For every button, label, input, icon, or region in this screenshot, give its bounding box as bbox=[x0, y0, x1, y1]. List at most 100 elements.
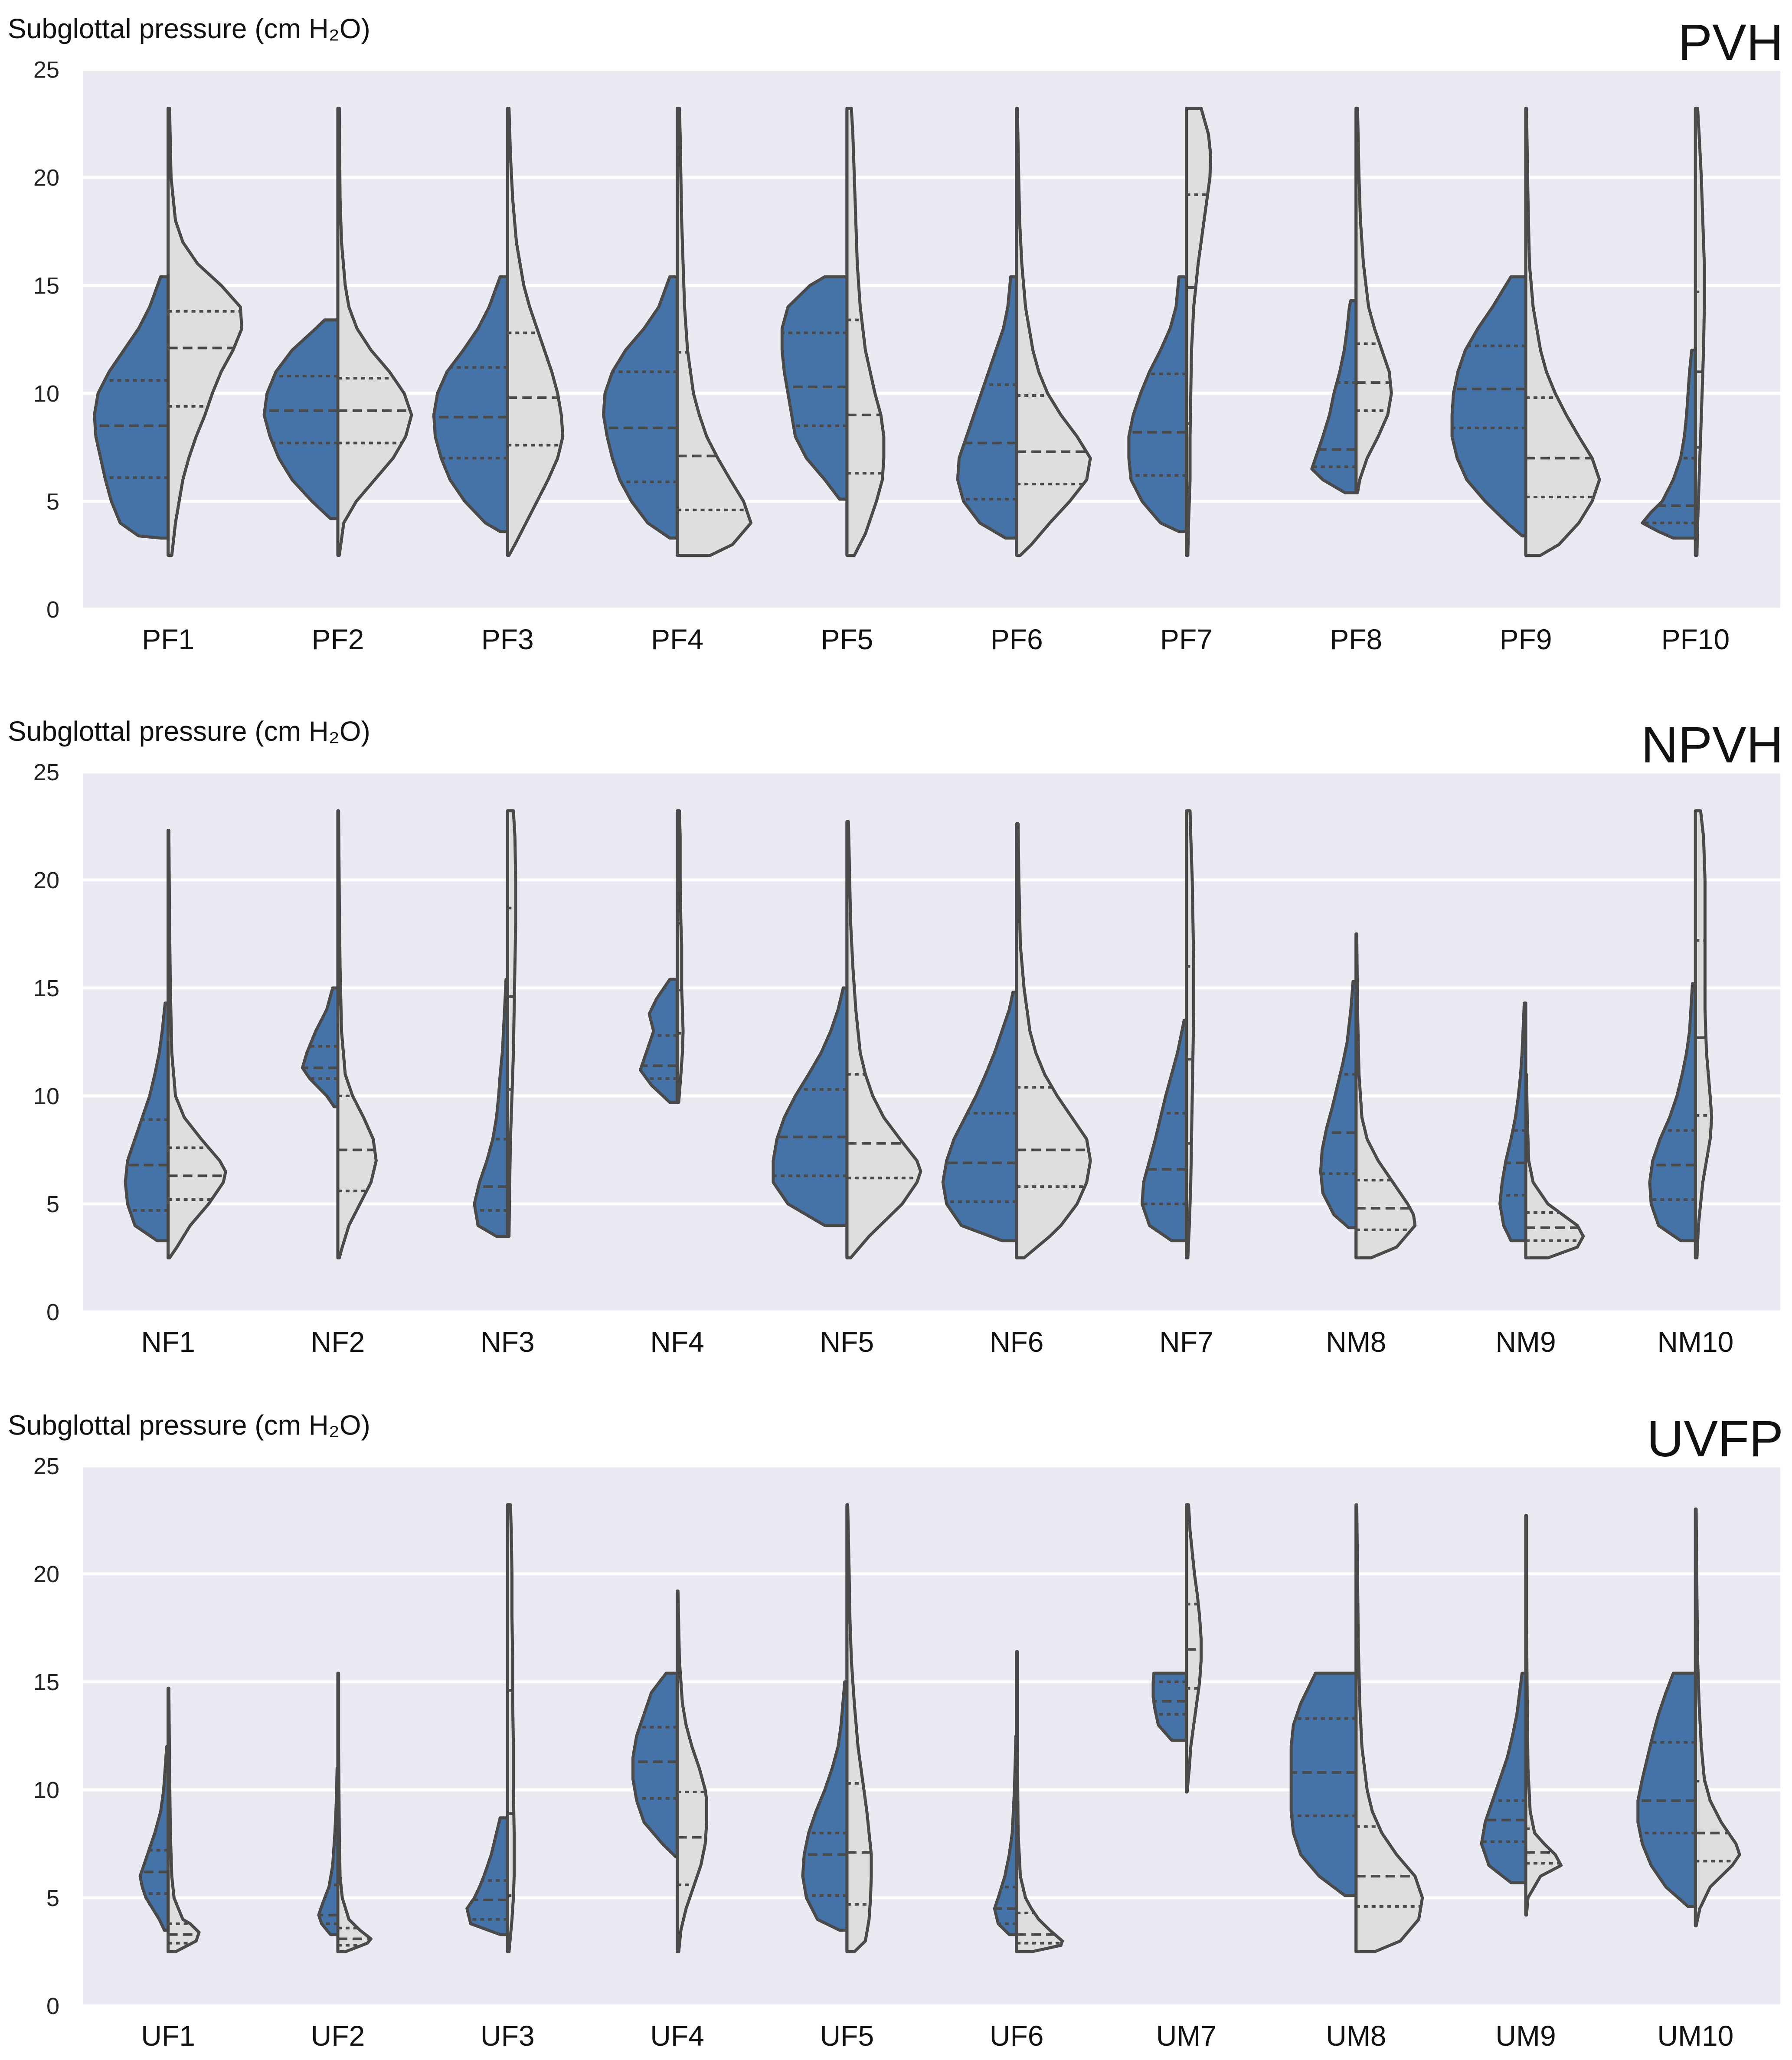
plot-area bbox=[83, 772, 1780, 1312]
violin-half-left bbox=[639, 978, 679, 1104]
violin-half-left bbox=[1289, 1671, 1358, 1897]
group-title: NPVH bbox=[1641, 716, 1783, 774]
violin-half-left bbox=[941, 991, 1018, 1243]
panel-pvh: 0 5 10 15 20 25 Subglottal pressure (cm H₂O) PV… bbox=[8, 13, 1783, 655]
y-axis-label: Subglottal pressure (cm H₂O) bbox=[8, 13, 370, 44]
x-category-label: PF6 bbox=[991, 623, 1043, 655]
x-category-label: NM8 bbox=[1326, 1326, 1386, 1358]
y-tick-label: 25 bbox=[33, 759, 59, 785]
violin-half-right bbox=[1185, 107, 1213, 557]
y-tick-label: 20 bbox=[33, 165, 59, 191]
violin-half-left bbox=[631, 1671, 679, 1858]
violin-half-left bbox=[1450, 275, 1527, 538]
violin-uf2 bbox=[317, 1671, 373, 1953]
y-tick-label: 10 bbox=[33, 381, 59, 407]
y-tick-label: 25 bbox=[33, 1453, 59, 1479]
violin-um7 bbox=[1151, 1503, 1203, 1794]
violin-pf4 bbox=[602, 107, 752, 557]
y-tick-label: 5 bbox=[46, 1885, 59, 1911]
group-title: UVFP bbox=[1647, 1410, 1783, 1468]
violin-half-right bbox=[1694, 107, 1706, 557]
x-category-label: UF4 bbox=[650, 2020, 704, 2052]
x-category-label: UM7 bbox=[1156, 2020, 1216, 2052]
y-tick-label: 15 bbox=[33, 273, 59, 299]
violin-nf2 bbox=[301, 809, 378, 1259]
violin-half-left bbox=[1648, 982, 1697, 1243]
violin-half-right bbox=[845, 107, 886, 557]
violin-nf5 bbox=[772, 820, 922, 1259]
panel-uvfp: 0 5 10 15 20 25 Subglottal pressure (cm H₂O) UV… bbox=[8, 1409, 1783, 2052]
x-category-label: UF3 bbox=[481, 2020, 535, 2052]
violin-half-left bbox=[262, 318, 340, 520]
x-category-label: NF7 bbox=[1159, 1326, 1213, 1358]
y-tick-label: 0 bbox=[46, 1299, 59, 1325]
x-category-label: NF4 bbox=[650, 1326, 704, 1358]
x-category-label: PF3 bbox=[481, 623, 534, 655]
violin-half-left bbox=[602, 275, 679, 540]
x-category-label: PF4 bbox=[651, 623, 703, 655]
plot-area bbox=[83, 1466, 1780, 2006]
y-tick-label: 5 bbox=[46, 1191, 59, 1217]
violin-half-right bbox=[1185, 809, 1195, 1259]
violin-pf2 bbox=[262, 107, 413, 557]
violin-half-left bbox=[956, 275, 1018, 540]
violin-um9 bbox=[1480, 1514, 1563, 1917]
violin-half-left bbox=[1480, 1671, 1527, 1884]
violin-pf1 bbox=[93, 107, 244, 557]
violin-half-right bbox=[506, 1503, 516, 1953]
violin-pf6 bbox=[956, 107, 1092, 557]
y-tick-label: 10 bbox=[33, 1083, 59, 1109]
violin-nf6 bbox=[941, 822, 1092, 1259]
x-category-label: PF10 bbox=[1661, 623, 1730, 655]
y-tick-label: 10 bbox=[33, 1777, 59, 1803]
x-category-label: UF2 bbox=[311, 2020, 365, 2052]
x-category-label: PF7 bbox=[1160, 623, 1213, 655]
violin-pf5 bbox=[780, 107, 886, 557]
x-category-label: NF5 bbox=[820, 1326, 874, 1358]
y-axis-label: Subglottal pressure (cm H₂O) bbox=[8, 1409, 370, 1441]
violin-nf3 bbox=[473, 809, 517, 1238]
violin-pf10 bbox=[1641, 107, 1706, 557]
violin-half-right bbox=[676, 107, 752, 557]
violin-half-left bbox=[1636, 1671, 1697, 1908]
y-tick-label: 0 bbox=[46, 1993, 59, 2019]
x-category-label: NF1 bbox=[141, 1326, 195, 1358]
x-category-label: NM9 bbox=[1495, 1326, 1556, 1358]
violin-uf5 bbox=[801, 1503, 873, 1953]
violin-half-right bbox=[845, 820, 922, 1259]
violin-nm10 bbox=[1648, 809, 1714, 1259]
y-tick-label: 5 bbox=[46, 489, 59, 515]
x-category-label: NF6 bbox=[990, 1326, 1044, 1358]
x-category-label: UM8 bbox=[1326, 2020, 1386, 2052]
violin-half-right bbox=[1694, 809, 1714, 1259]
violin-nm8 bbox=[1319, 932, 1417, 1259]
violin-half-left bbox=[1127, 275, 1188, 533]
x-category-label: PF1 bbox=[142, 623, 194, 655]
y-tick-label: 15 bbox=[33, 1669, 59, 1695]
violin-nf7 bbox=[1141, 809, 1195, 1259]
violin-half-right bbox=[167, 1687, 201, 1953]
y-tick-label: 0 bbox=[46, 597, 59, 623]
violin-nf4 bbox=[639, 809, 685, 1104]
violin-half-left bbox=[138, 1745, 170, 1932]
violin-half-left bbox=[473, 978, 509, 1238]
violin-uf4 bbox=[631, 1589, 708, 1953]
group-title: PVH bbox=[1678, 14, 1783, 71]
violin-half-left bbox=[1141, 1019, 1188, 1243]
violin-half-left bbox=[801, 1680, 849, 1932]
x-category-label: UM10 bbox=[1657, 2020, 1733, 2052]
x-category-label: PF2 bbox=[311, 623, 364, 655]
violin-half-right bbox=[506, 107, 565, 557]
violin-half-right bbox=[506, 809, 517, 1238]
violin-half-right bbox=[1524, 107, 1601, 557]
violin-half-left bbox=[432, 275, 509, 533]
x-category-label: PF5 bbox=[821, 623, 873, 655]
violin-nm9 bbox=[1498, 1001, 1585, 1259]
x-category-label: NM10 bbox=[1657, 1326, 1733, 1358]
violin-half-left bbox=[1319, 980, 1358, 1229]
y-tick-label: 25 bbox=[33, 57, 59, 83]
x-category-label: NF2 bbox=[311, 1326, 365, 1358]
x-category-label: UF6 bbox=[990, 2020, 1044, 2052]
panel-npvh: 0 5 10 15 20 25 Subglottal pressure (cm H₂O) NP… bbox=[8, 716, 1783, 1358]
